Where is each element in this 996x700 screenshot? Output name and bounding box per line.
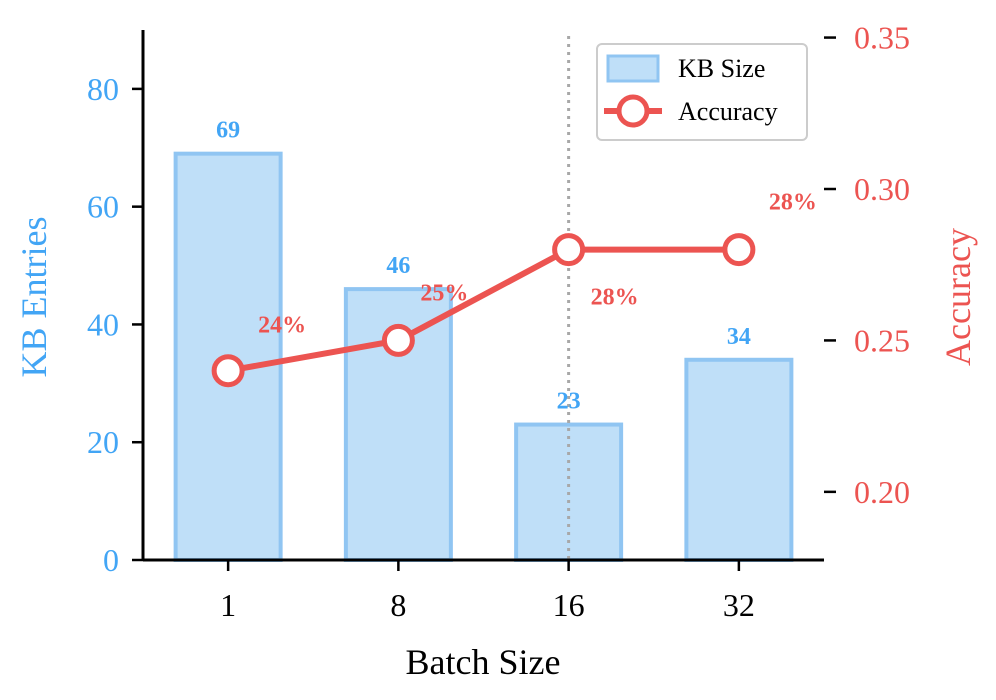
accuracy-value-label-8: 25% [420,280,468,306]
accuracy-value-label-32: 28% [769,190,817,216]
y-right-tick-label-0.20: 0.20 [854,474,910,510]
accuracy-value-label-16: 28% [591,285,639,311]
x-tick-label-32: 32 [723,587,755,623]
bar-value-label-8: 46 [386,253,410,279]
bar-value-label-32: 34 [727,324,751,350]
bar-32 [684,357,794,562]
bar-value-label-1: 69 [216,118,240,144]
accuracy-line-layer [211,233,756,388]
accuracy-point-32 [722,233,756,267]
y-left-tick-label-80: 80 [87,71,119,107]
accuracy-point-1 [211,354,245,388]
x-tick-label-16: 16 [553,587,585,623]
x-tick-label-1: 1 [220,587,236,623]
legend-label-accuracy: Accuracy [678,97,778,126]
accuracy-value-label-1: 24% [258,313,306,339]
x-tick-label-8: 8 [390,587,406,623]
bar-value-label-16: 23 [557,389,581,415]
y-axis-left-title: KB Entries [14,217,54,378]
y-left-tick-label-0: 0 [103,542,119,578]
legend-label-kb-size: KB Size [678,54,765,83]
legend: KB Size Accuracy [596,43,808,141]
data-labels-layer: 69 46 23 34 24% 25% 28% 28% [216,118,817,415]
y-right-tick-label-0.30: 0.30 [854,171,910,207]
y-left-tick-label-20: 20 [87,424,119,460]
y-left-tick-label-60: 60 [87,189,119,225]
legend-swatch-kb-size [606,54,660,83]
accuracy-line [227,246,739,374]
bars-layer [173,151,794,563]
accuracy-point-16 [552,233,586,267]
y-right-tick-label-0.25: 0.25 [854,322,910,358]
y-axis-right-title: Accuracy [938,228,978,366]
legend-swatch-accuracy-marker [616,94,650,128]
axes-layer: 1 8 16 32 0 20 40 60 80 0.20 0.25 0.30 0.35 [87,20,910,623]
x-axis-title: Batch Size [406,642,561,682]
y-left-tick-label-40: 40 [87,306,119,342]
y-right-tick-label-0.35: 0.35 [854,20,910,56]
accuracy-point-8 [381,323,415,357]
